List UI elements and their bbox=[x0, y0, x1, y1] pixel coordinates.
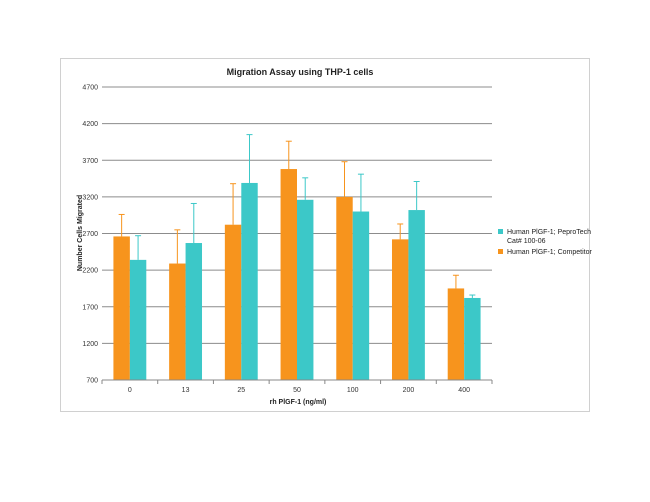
y-tick-label: 2700 bbox=[82, 231, 98, 238]
y-tick-label: 3700 bbox=[82, 158, 98, 165]
chart-title: Migration Assay using THP-1 cells bbox=[227, 67, 374, 77]
x-tick-label: 400 bbox=[458, 387, 470, 394]
legend-swatch bbox=[498, 249, 503, 254]
bar bbox=[241, 182, 258, 380]
bar bbox=[113, 236, 130, 380]
bar bbox=[169, 263, 186, 380]
y-tick-label: 4200 bbox=[82, 121, 98, 128]
bar bbox=[185, 243, 203, 380]
bar bbox=[464, 297, 481, 380]
error-bars bbox=[118, 134, 476, 298]
bar bbox=[280, 169, 297, 380]
x-tick-label: 100 bbox=[347, 387, 359, 394]
chart-frame bbox=[60, 58, 590, 412]
x-tick-label: 25 bbox=[237, 387, 245, 394]
bar bbox=[224, 224, 242, 380]
bar bbox=[447, 288, 465, 380]
y-tick-label: 4700 bbox=[82, 85, 98, 92]
bar bbox=[336, 196, 353, 380]
bar bbox=[391, 239, 409, 380]
bars bbox=[113, 169, 481, 380]
y-tick-label: 1200 bbox=[82, 341, 98, 348]
y-tick-label: 2200 bbox=[82, 268, 98, 275]
bar bbox=[129, 259, 147, 380]
x-tick-label: 200 bbox=[403, 387, 415, 394]
bar bbox=[352, 211, 370, 380]
bar bbox=[297, 199, 314, 380]
x-axis-ticks: 0 13 25 50 100 200 400 bbox=[101, 380, 493, 394]
x-axis-title: rh PlGF-1 (ng/ml) bbox=[270, 399, 327, 406]
y-tick-label: 700 bbox=[86, 378, 98, 385]
legend-label: Human PlGF-1; PeproTech bbox=[507, 229, 591, 236]
y-tick-label: 3200 bbox=[82, 194, 98, 201]
bar bbox=[408, 210, 425, 380]
legend-swatch bbox=[498, 229, 503, 234]
x-tick-label: 13 bbox=[182, 387, 190, 394]
x-tick-label: 0 bbox=[128, 387, 132, 394]
legend-label-line2: Cat# 100-06 bbox=[507, 238, 546, 245]
x-tick-label: 50 bbox=[293, 387, 301, 394]
legend-label: Human PlGF-1; Competitor bbox=[507, 249, 592, 256]
y-axis-title: Number Cells Migrated bbox=[77, 195, 84, 271]
y-axis-ticks: 700 1200 1700 2200 2700 3200 3700 4200 4700 bbox=[82, 85, 98, 385]
legend: Human PlGF-1; PeproTech Cat# 100-06 Human … bbox=[498, 229, 592, 256]
y-tick-label: 1700 bbox=[82, 304, 98, 311]
